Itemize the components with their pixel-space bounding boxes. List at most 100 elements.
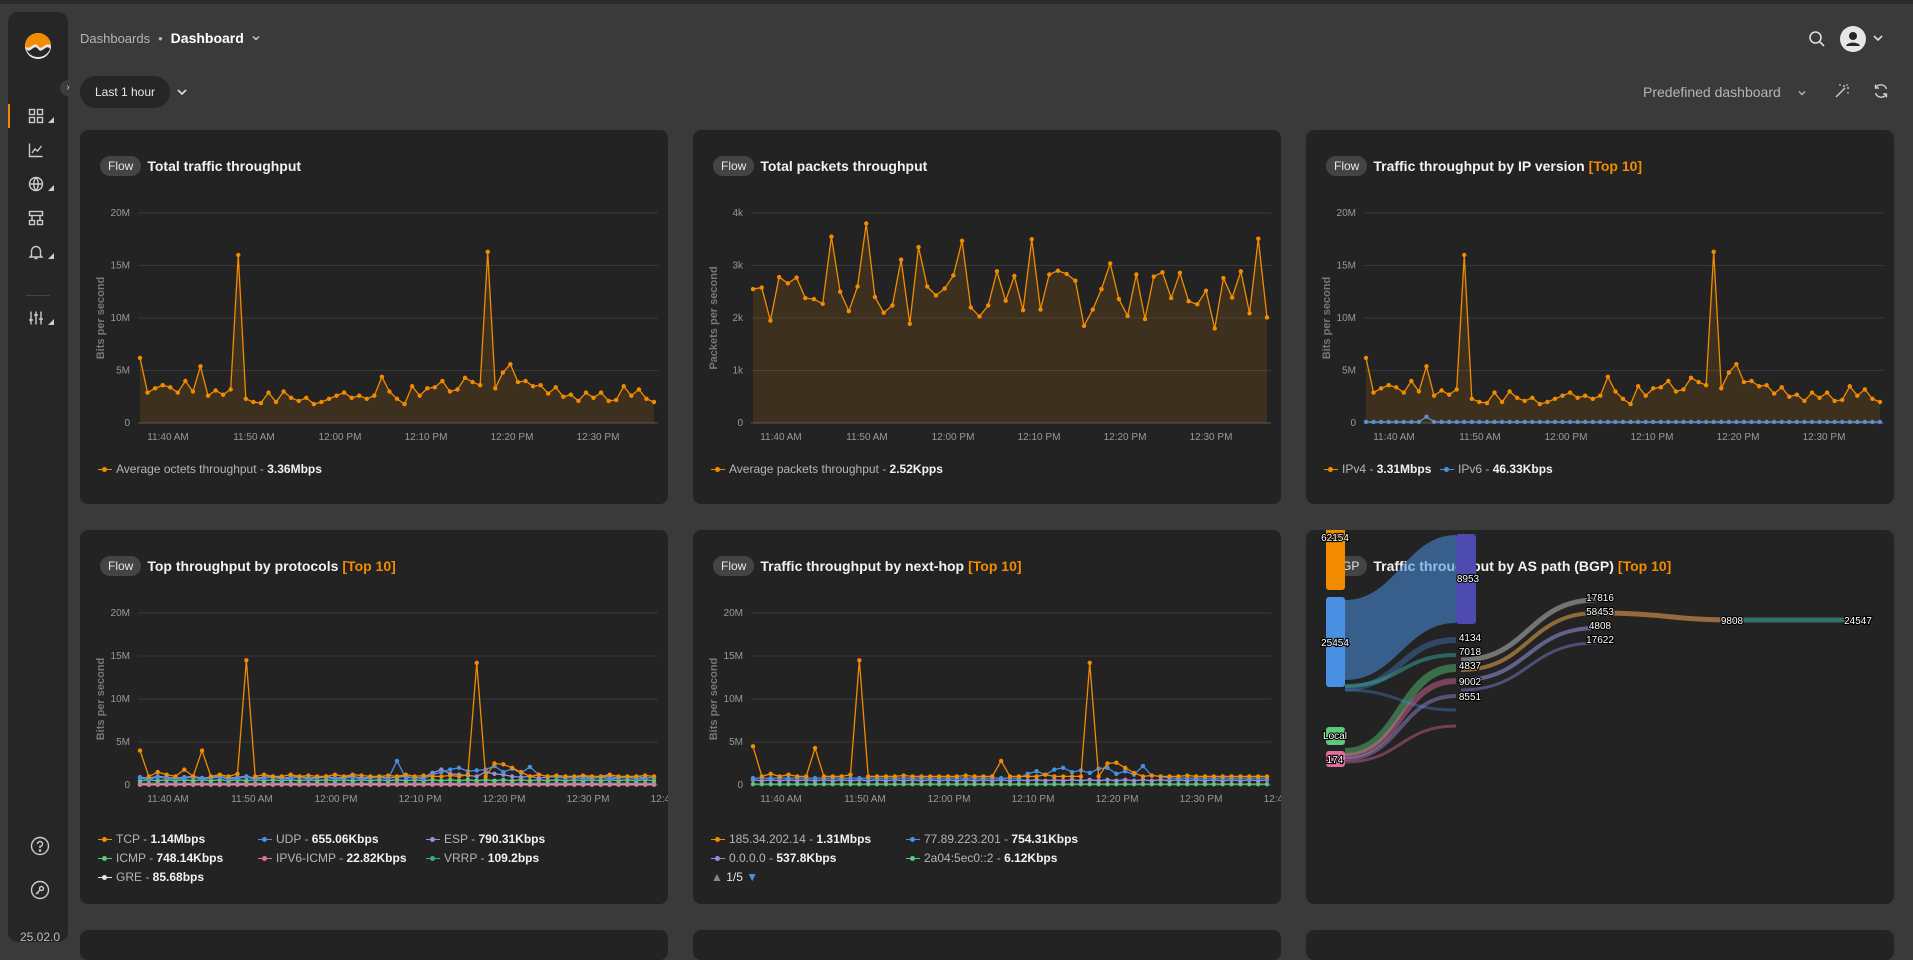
data-point[interactable] (359, 773, 364, 778)
data-point[interactable] (190, 781, 196, 787)
data-point[interactable] (1043, 778, 1048, 783)
data-point[interactable] (1598, 419, 1603, 425)
data-point[interactable] (1560, 419, 1565, 425)
data-point[interactable] (492, 781, 497, 787)
data-point[interactable] (785, 281, 791, 286)
data-point[interactable] (199, 776, 205, 782)
data-point[interactable] (651, 778, 657, 783)
data-point[interactable] (795, 781, 800, 787)
data-point[interactable] (385, 776, 391, 782)
data-point[interactable] (261, 775, 267, 781)
data-point[interactable] (518, 775, 524, 780)
data-point[interactable] (474, 768, 479, 773)
data-point[interactable] (350, 772, 355, 777)
data-point[interactable] (501, 762, 506, 767)
data-point[interactable] (812, 745, 818, 751)
data-point[interactable] (440, 378, 445, 384)
data-point[interactable] (1140, 774, 1146, 779)
data-point[interactable] (455, 387, 460, 392)
data-point[interactable] (1371, 390, 1376, 395)
data-point[interactable] (606, 398, 611, 404)
data-point[interactable] (1484, 419, 1490, 425)
data-point[interactable] (152, 386, 158, 391)
data-point[interactable] (1105, 777, 1110, 783)
data-point[interactable] (750, 781, 756, 787)
data-point[interactable] (1499, 419, 1505, 425)
data-point[interactable] (1862, 387, 1868, 392)
data-point[interactable] (1507, 389, 1512, 394)
data-point[interactable] (510, 765, 515, 770)
legend-item-ipv6-icmp[interactable]: IPV6-ICMP - 22.82Kbps (258, 851, 407, 865)
data-point[interactable] (768, 318, 773, 323)
data-point[interactable] (1673, 419, 1679, 425)
data-point[interactable] (1105, 761, 1110, 766)
data-point[interactable] (244, 775, 249, 780)
data-point[interactable] (636, 387, 642, 392)
data-point[interactable] (501, 781, 506, 787)
data-point[interactable] (1229, 781, 1234, 787)
data-point[interactable] (1123, 777, 1128, 783)
data-point[interactable] (545, 781, 550, 787)
predefined-dashboard-chevron-icon[interactable] (1797, 88, 1807, 98)
legend-item-ipv4[interactable]: IPv4 - 3.31Mbps (1324, 462, 1431, 476)
data-point[interactable] (518, 781, 524, 787)
data-point[interactable] (1096, 778, 1101, 783)
app-logo-icon[interactable] (24, 32, 52, 60)
data-point[interactable] (357, 393, 362, 398)
chevron-down-icon[interactable] (251, 33, 261, 43)
data-point[interactable] (945, 774, 951, 779)
data-point[interactable] (183, 378, 188, 384)
data-point[interactable] (1560, 393, 1565, 398)
data-point[interactable] (1628, 401, 1633, 407)
data-point[interactable] (332, 776, 338, 782)
data-point[interactable] (1741, 379, 1747, 385)
data-point[interactable] (857, 658, 862, 663)
data-point[interactable] (304, 395, 309, 400)
data-point[interactable] (616, 781, 621, 787)
data-point[interactable] (323, 774, 329, 779)
data-point[interactable] (217, 781, 222, 787)
data-point[interactable] (1140, 781, 1146, 787)
sankey-link[interactable] (1344, 664, 1457, 756)
data-point[interactable] (477, 383, 483, 388)
data-point[interactable] (385, 773, 391, 778)
data-point[interactable] (536, 781, 541, 787)
data-point[interactable] (803, 295, 808, 301)
data-point[interactable] (417, 393, 422, 398)
data-point[interactable] (315, 774, 320, 779)
data-point[interactable] (892, 774, 897, 779)
data-point[interactable] (501, 769, 506, 775)
data-point[interactable] (928, 774, 933, 779)
data-point[interactable] (1446, 419, 1452, 425)
data-point[interactable] (1771, 419, 1777, 425)
sidebar-item-charts[interactable] (8, 136, 68, 164)
data-point[interactable] (1635, 419, 1641, 425)
data-point[interactable] (607, 781, 612, 787)
data-point[interactable] (1787, 394, 1792, 399)
panel-title[interactable]: Top throughput by protocols (147, 558, 339, 574)
sankey-link[interactable] (1344, 724, 1457, 764)
data-point[interactable] (942, 286, 947, 291)
data-point[interactable] (492, 771, 497, 777)
data-point[interactable] (175, 390, 180, 395)
data-point[interactable] (1264, 315, 1270, 320)
pager-prev-icon[interactable]: ▲ (711, 870, 727, 884)
data-point[interactable] (182, 775, 187, 781)
data-point[interactable] (1771, 391, 1777, 396)
data-point[interactable] (1575, 419, 1580, 425)
data-point[interactable] (812, 781, 818, 787)
data-point[interactable] (1726, 419, 1732, 425)
data-point[interactable] (1794, 392, 1800, 397)
data-point[interactable] (536, 775, 541, 781)
data-point[interactable] (1741, 419, 1747, 425)
data-point[interactable] (456, 765, 462, 770)
data-point[interactable] (235, 781, 240, 787)
data-point[interactable] (1734, 362, 1739, 367)
data-point[interactable] (1167, 774, 1172, 779)
data-point[interactable] (288, 781, 293, 787)
data-point[interactable] (848, 775, 853, 781)
data-point[interactable] (795, 774, 800, 779)
data-point[interactable] (759, 285, 764, 290)
data-point[interactable] (1195, 302, 1200, 307)
data-point[interactable] (786, 781, 791, 787)
